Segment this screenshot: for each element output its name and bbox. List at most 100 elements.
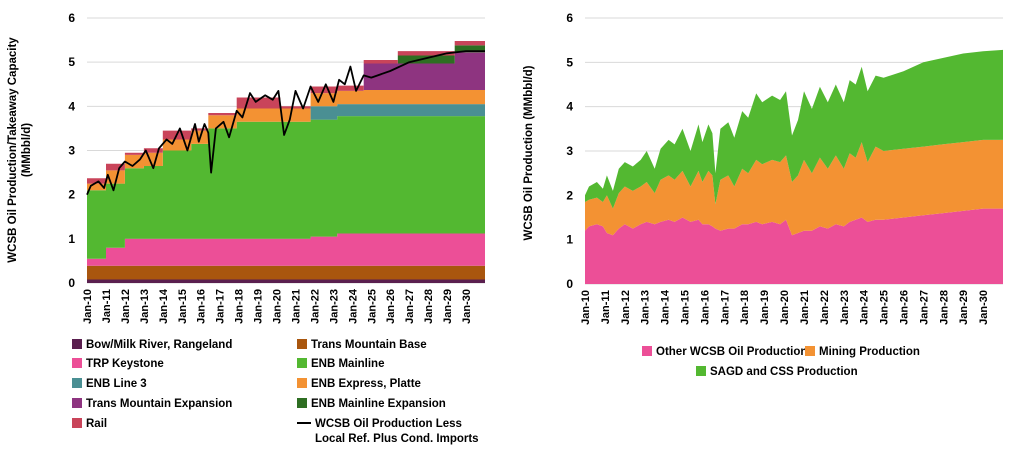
x-tick-label: Jan-27: [404, 289, 416, 324]
x-tick-label: Jan-13: [640, 290, 652, 325]
y-axis-title-unit: (MMbbl/d): [21, 123, 33, 177]
legend-label: Local Ref. Plus Cond. Imports: [315, 433, 479, 445]
y-tick-label: 6: [68, 11, 75, 25]
legend-item-trans-mountain-expansion: Trans Mountain Expansion: [72, 398, 232, 410]
legend-swatch: [297, 358, 307, 368]
legend-swatch: [696, 366, 706, 376]
legend-swatch: [297, 398, 307, 408]
x-tick-label: Jan-20: [779, 290, 791, 325]
legend-item-bow-milk-river-rangeland: Bow/Milk River, Rangeland: [72, 339, 232, 351]
x-tick-label: Jan-12: [620, 290, 632, 325]
x-tick-label: Jan-14: [660, 289, 672, 325]
area-bow-milk-river-rangeland: [87, 279, 485, 283]
x-tick-label: Jan-22: [309, 289, 321, 324]
x-tick-label: Jan-26: [898, 290, 910, 325]
x-tick-label: Jan-13: [139, 289, 151, 324]
x-tick-label: Jan-17: [719, 290, 731, 325]
x-tick-label: Jan-12: [120, 289, 132, 324]
x-tick-label: Jan-23: [839, 290, 851, 325]
legend-label: ENB Mainline: [311, 358, 384, 370]
x-tick-label: Jan-10: [580, 290, 592, 325]
legend-label: ENB Line 3: [86, 378, 147, 390]
production-line-layer: [86, 50, 485, 196]
legend-item-sagd-and-css-production: SAGD and CSS Production: [696, 366, 858, 378]
x-tick-label: Jan-20: [272, 289, 284, 324]
x-tick-label: Jan-24: [347, 288, 359, 324]
x-tick-label: Jan-15: [177, 289, 189, 324]
x-tick-label: Jan-29: [958, 290, 970, 325]
x-tick-labels: Jan-10 Jan-11 Jan-12 Jan-13 Jan-14 Jan-15 Jan-…: [82, 288, 473, 324]
legend-item-rail: Rail: [72, 418, 107, 430]
y-tick-label: 6: [566, 11, 573, 25]
y-tick-label: 4: [566, 100, 573, 114]
legend-label: ENB Mainline Expansion: [311, 398, 446, 410]
legend-swatch: [72, 378, 82, 388]
x-tick-label: Jan-11: [600, 290, 612, 324]
y-tick-labels: 0 1 2 3 4 5 6: [566, 11, 573, 291]
legend-label: Trans Mountain Expansion: [86, 398, 232, 410]
legend-item-trans-mountain-base: Trans Mountain Base: [297, 339, 427, 351]
legend-swatch: [72, 398, 82, 408]
x-tick-label: Jan-24: [859, 289, 871, 325]
area-trans-mountain-expansion: [87, 52, 485, 184]
legend-item-enb-mainline-expansion: ENB Mainline Expansion: [297, 398, 446, 410]
legend-swatch: [805, 346, 815, 356]
x-tick-label: Jan-19: [253, 289, 265, 324]
area-enb-mainline-expansion: [87, 45, 485, 184]
x-tick-label: Jan-27: [918, 290, 930, 325]
x-tick-label: Jan-23: [328, 289, 340, 324]
area-trp-keystone: [87, 233, 485, 266]
x-tick-label: Jan-22: [819, 290, 831, 325]
area-sagd-and-css-production: [585, 49, 1003, 209]
x-tick-label: Jan-16: [196, 289, 208, 324]
area-enb-line-3: [87, 104, 485, 191]
legend-item-production-line: WCSB Oil Production Less Local Ref. Plus …: [297, 418, 479, 445]
x-tick-label: Jan-28: [938, 290, 950, 325]
legend: Other WCSB Oil Production Mining Producti…: [642, 346, 920, 378]
x-tick-label: Jan-18: [739, 290, 751, 325]
legend: Bow/Milk River, Rangeland Trans Mountain …: [72, 339, 479, 445]
legend-item-other-wcsb-oil-production: Other WCSB Oil Production: [642, 346, 807, 358]
x-tick-label: Jan-10: [82, 289, 94, 324]
legend-item-mining-production: Mining Production: [805, 346, 920, 358]
legend-label: SAGD and CSS Production: [710, 366, 858, 378]
x-tick-label: Jan-21: [290, 289, 302, 324]
x-tick-label: Jan-25: [366, 289, 378, 324]
y-tick-label: 1: [68, 232, 75, 246]
legend-swatch: [297, 378, 307, 388]
x-tick-label: Jan-21: [799, 290, 811, 325]
legend-item-enb-express-platte: ENB Express, Platte: [297, 378, 421, 390]
area-enb-mainline: [87, 116, 485, 259]
legend-swatch: [72, 358, 82, 368]
x-tick-label: Jan-16: [699, 290, 711, 325]
legend-swatch: [72, 418, 82, 428]
y-tick-label: 5: [68, 55, 75, 69]
stacked-areas: [585, 49, 1003, 284]
x-tick-label: Jan-25: [879, 290, 891, 325]
legend-label: TRP Keystone: [86, 358, 164, 370]
legend-item-enb-mainline: ENB Mainline: [297, 358, 384, 370]
y-tick-label: 2: [566, 188, 573, 202]
area-other-wcsb-oil-production: [585, 208, 1003, 284]
legend-label: Other WCSB Oil Production: [656, 346, 807, 358]
x-tick-label: Jan-17: [215, 289, 227, 324]
y-axis-title: WCSB Oil Production (MMbbl/d): [523, 65, 535, 240]
legend-label: Rail: [86, 418, 107, 430]
y-tick-label: 0: [68, 276, 75, 290]
legend-swatch: [642, 346, 652, 356]
y-tick-label: 2: [68, 188, 75, 202]
y-tick-label: 3: [566, 144, 573, 158]
production-line: [86, 50, 485, 196]
y-axis-title: WCSB Oil Production/Takeaway Capacity: [7, 37, 19, 263]
x-tick-label: Jan-30: [978, 290, 990, 325]
area-trans-mountain-base: [87, 265, 485, 280]
legend-label: Bow/Milk River, Rangeland: [86, 339, 232, 351]
legend-label: Mining Production: [819, 346, 920, 358]
x-tick-label: Jan-11: [101, 289, 113, 323]
y-tick-label: 5: [566, 55, 573, 69]
x-tick-label: Jan-26: [385, 289, 397, 324]
y-tick-labels: 0 1 2 3 4 5 6: [68, 11, 75, 290]
legend-label: ENB Express, Platte: [311, 378, 421, 390]
